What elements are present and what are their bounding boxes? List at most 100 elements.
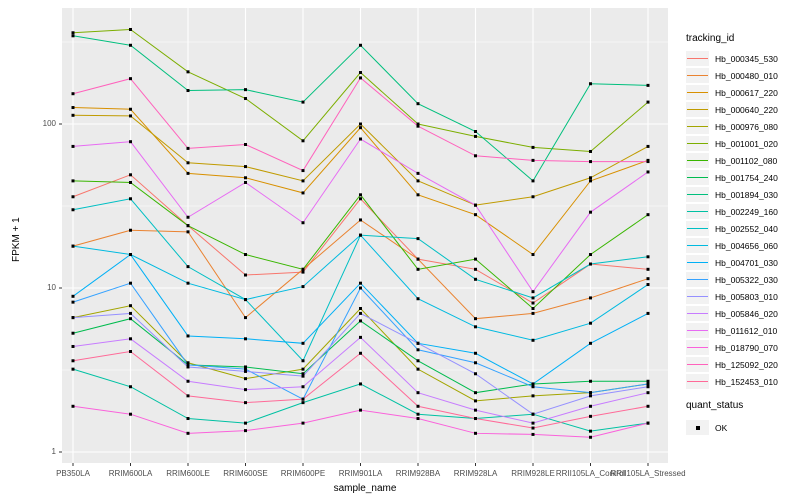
data-point (416, 179, 420, 183)
data-point (186, 265, 190, 269)
data-point (301, 191, 305, 195)
data-point (646, 379, 650, 383)
data-point (474, 391, 477, 395)
data-point (646, 404, 650, 408)
data-point (416, 348, 420, 352)
data-point (531, 290, 535, 294)
quant-status-label: OK (715, 423, 728, 433)
legend-key-line-icon (687, 380, 708, 383)
data-point (474, 277, 477, 281)
data-point (71, 92, 75, 96)
data-point (589, 179, 592, 183)
data-point (359, 126, 362, 130)
ok-square-icon (696, 426, 700, 430)
data-point (589, 391, 592, 395)
data-point (301, 341, 305, 345)
x-tick-label-RRIM600PE: RRIM600PE (280, 469, 326, 478)
data-point (186, 161, 190, 165)
data-point (416, 237, 420, 241)
legend-key-line-icon (687, 193, 708, 196)
legend-key-swatch (686, 119, 709, 134)
data-point (244, 337, 247, 341)
legend-entry-Hb_001001_020: Hb_001001_020 (686, 136, 800, 151)
legend-key-swatch (686, 51, 709, 66)
legend-entry-Hb_018790_070: Hb_018790_070 (686, 340, 800, 355)
data-point (301, 367, 305, 371)
x-tick-label-RRII105LA_Stressed: RRII105LA_Stressed (610, 469, 686, 478)
data-point (359, 233, 362, 237)
data-point (589, 379, 592, 383)
data-point (129, 350, 132, 354)
legend-entry-label: Hb_001754_240 (715, 173, 778, 183)
x-tick-label-RRII105LA_Control: RRII105LA_Control (555, 469, 626, 478)
data-point (129, 304, 132, 308)
data-point (646, 382, 650, 386)
data-point (71, 344, 75, 348)
legend-entry-Hb_005322_030: Hb_005322_030 (686, 272, 800, 287)
y-tick-label-10: 10 (47, 283, 56, 292)
data-point (531, 306, 535, 310)
legend-key-line-icon (687, 329, 708, 332)
data-point (531, 179, 535, 183)
data-point (359, 193, 362, 197)
data-point (301, 374, 305, 378)
legend-entry-Hb_001894_030: Hb_001894_030 (686, 187, 800, 202)
legend-entry-label: Hb_000617_220 (715, 88, 778, 98)
data-point (416, 267, 420, 271)
y-axis-title: FPKM + 1 (11, 217, 22, 262)
data-point (589, 321, 592, 325)
legend-key-line-icon (687, 227, 708, 230)
data-point (244, 429, 247, 433)
data-point (589, 404, 592, 408)
data-point (589, 394, 592, 398)
legend-key-swatch (686, 204, 709, 219)
data-point (129, 114, 132, 118)
data-point (244, 367, 247, 371)
data-point (244, 298, 247, 302)
data-point (474, 325, 477, 329)
data-point (301, 285, 305, 289)
data-point (129, 77, 132, 81)
data-point (129, 173, 132, 177)
data-point (531, 311, 535, 315)
data-point (301, 421, 305, 425)
data-point (646, 144, 650, 148)
x-axis-title: sample_name (333, 483, 397, 494)
data-point (129, 27, 132, 31)
data-point (589, 341, 592, 345)
data-point (186, 215, 190, 219)
data-point (531, 394, 535, 398)
data-point (359, 76, 362, 80)
legend-key-swatch (686, 221, 709, 236)
data-point (244, 97, 247, 101)
legend-key-line-icon (687, 91, 708, 94)
data-point (646, 267, 650, 271)
data-point (186, 431, 190, 435)
data-point (71, 34, 75, 38)
data-point (71, 367, 75, 371)
data-point (474, 154, 477, 158)
data-point (186, 379, 190, 383)
legend-entry-label: Hb_000345_530 (715, 54, 778, 64)
data-point (359, 319, 362, 323)
data-point (71, 208, 75, 212)
data-point (71, 106, 75, 110)
x-tick-label-RRIM928LE: RRIM928LE (511, 469, 555, 478)
data-point (301, 397, 305, 401)
legend-key-line-icon (687, 363, 708, 366)
data-point (301, 221, 305, 225)
data-point (186, 230, 190, 234)
data-point (589, 149, 592, 153)
data-point (474, 417, 477, 421)
data-point (129, 311, 132, 315)
legend-entry-label: Hb_005322_030 (715, 275, 778, 285)
legend-key-swatch (686, 170, 709, 185)
data-point (416, 412, 420, 416)
data-point (416, 257, 420, 261)
data-point (589, 296, 592, 300)
legend-entry-label: Hb_001102_080 (715, 156, 778, 166)
data-point (474, 431, 477, 435)
data-point (589, 253, 592, 257)
data-point (186, 334, 190, 338)
